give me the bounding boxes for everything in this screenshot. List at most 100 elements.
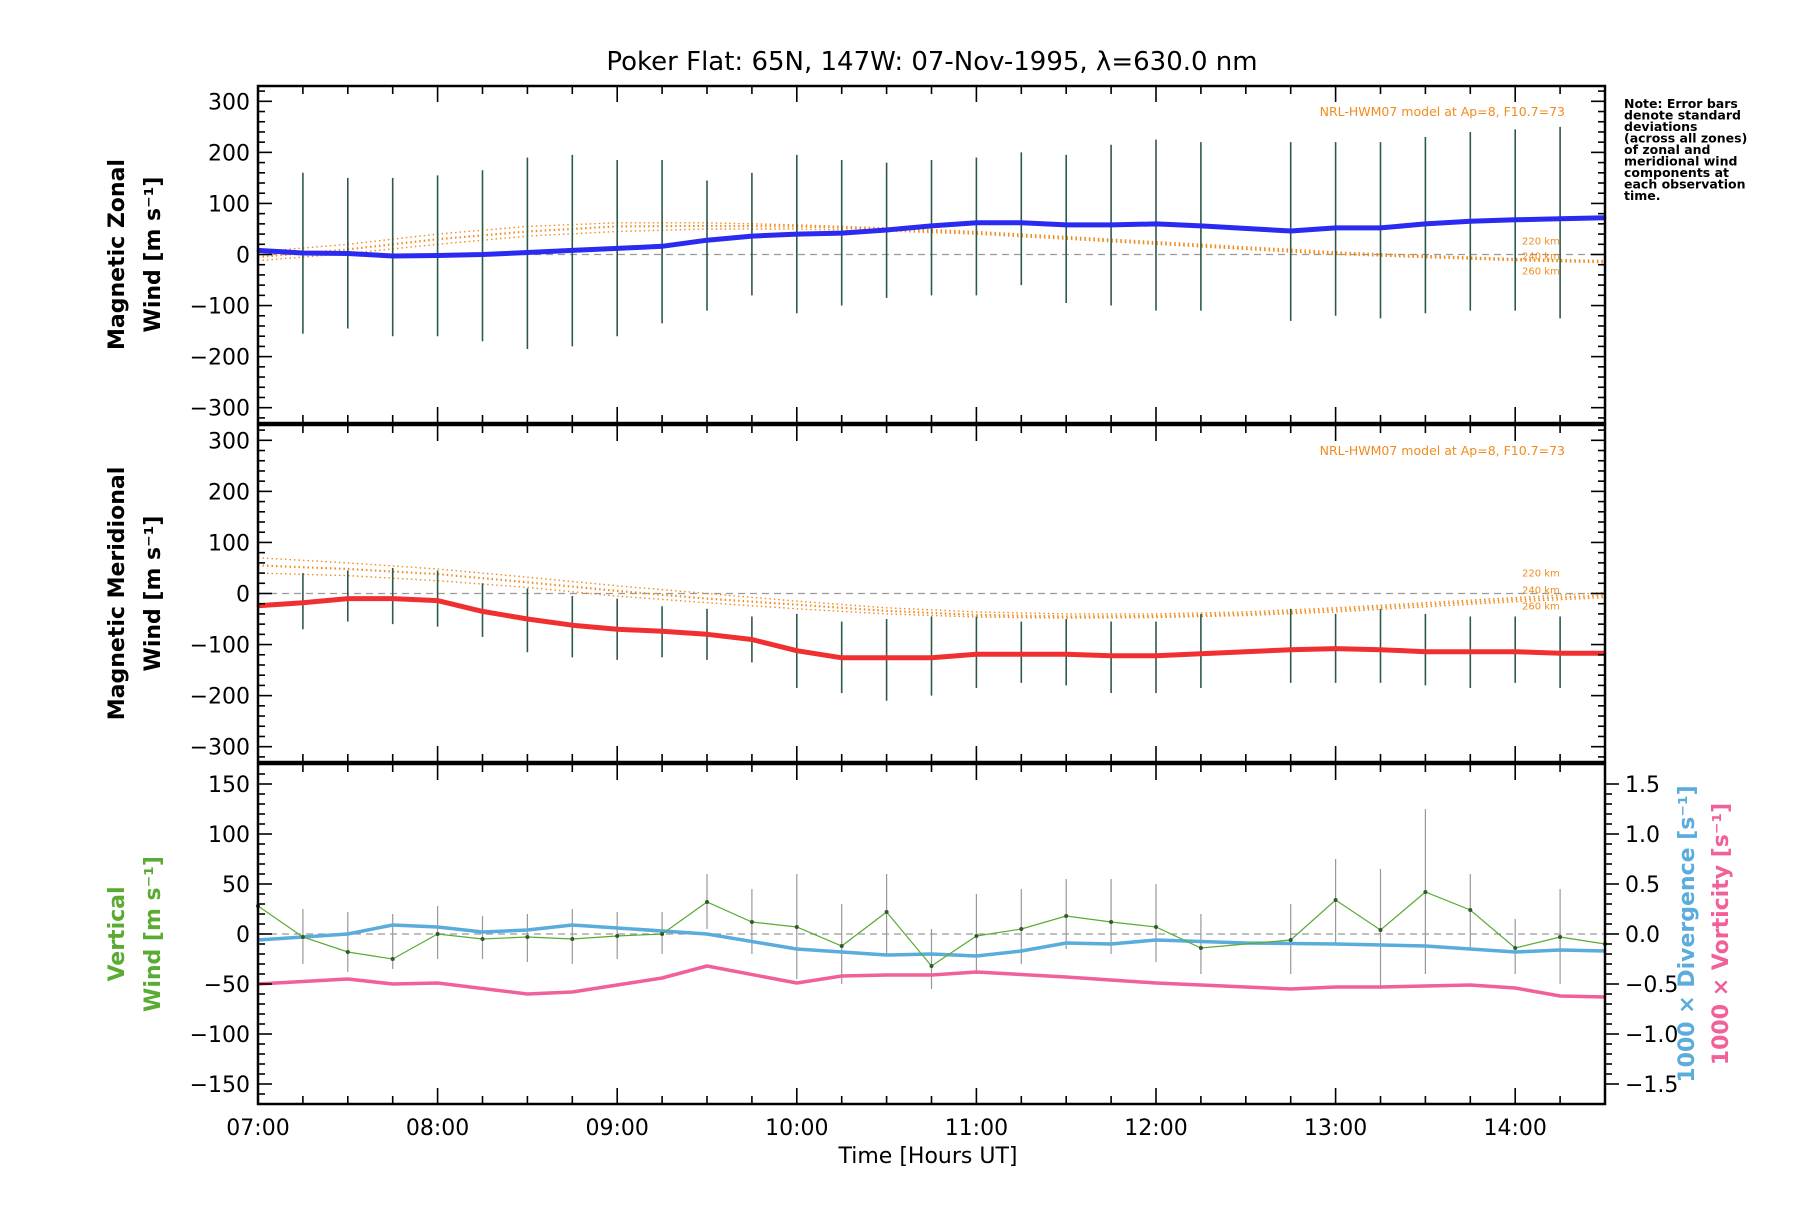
divergence-axis-label: 1000 × Divergence [s⁻¹] [1675,785,1700,1082]
vertical-wind-point [1154,925,1158,929]
altitude-label: 260 km [1522,267,1560,278]
meridional-point [570,623,574,627]
vertical-wind-point [300,935,305,939]
vorticity-axis-label: 1000 × Vorticity [s⁻¹] [1709,803,1734,1065]
meridional-point [391,597,395,601]
y-tick-label: −300 [190,397,250,422]
meridional-point [301,601,305,605]
zonal-point [1423,222,1427,226]
divergence-line [257,923,1606,958]
y-tick-label: −100 [190,634,250,659]
y-tick-label: −200 [190,685,250,710]
x-tick-label: 11:00 [945,1116,1008,1141]
zonal-point [930,224,933,228]
vertical-wind-point [1198,946,1203,950]
meridional-point [1558,651,1562,655]
meridional-point [346,597,350,601]
model-curve [257,572,1606,619]
x-tick-label: 10:00 [765,1116,828,1141]
zonal-point [750,234,754,238]
zonal-point [660,244,664,248]
meridional-wind-line [257,596,1605,661]
vertical-axis-label-line1: Vertical [105,886,130,981]
note-line: (across all zones) [1624,131,1747,146]
zonal-point [436,254,440,258]
y-tick-label: 100 [208,823,250,848]
y-tick-label: −100 [190,295,250,320]
y-tick-label: 100 [208,192,250,217]
altitude-label: 240 km [1522,586,1560,597]
zonal-point [1468,219,1472,223]
zonal-point [346,251,350,255]
zonal-point [1199,224,1203,228]
y-tick-label: −300 [190,736,250,761]
vertical-wind-point [1423,890,1428,894]
x-axis-label: Time [Hours UT] [838,1144,1018,1169]
vertical-wind-point [839,944,844,948]
y-tick-label: −50 [204,973,250,998]
meridional-point [525,617,529,621]
vertical-wind-point [1109,920,1114,924]
zonal-point [1289,229,1293,233]
zonal-point [1558,217,1562,221]
vertical-wind-point [570,937,575,941]
y-tick-label: 100 [208,531,250,556]
vertical-wind-point [1333,898,1338,902]
x-tick-label: 08:00 [406,1116,469,1141]
y-tick-label: 50 [222,873,250,898]
zonal-point [974,221,978,225]
vertical-wind-point [480,937,485,941]
zonal-point [1334,226,1338,230]
meridional-axis-label-line1: Magnetic Meridional [105,467,130,720]
meridional-point [750,637,754,641]
meridional-point [1468,650,1472,654]
meridional-point [1109,654,1113,658]
vertical-wind-point [884,910,889,914]
meridional-point [840,656,844,660]
meridional-point [1423,650,1427,654]
x-tick-label: 07:00 [226,1116,289,1141]
meridional-point [1334,647,1338,651]
vertical-wind-point [974,934,979,938]
right-tick-label: 1.5 [1625,773,1660,798]
x-tick-label: 09:00 [585,1116,648,1141]
right-tick-label: −1.0 [1625,1023,1678,1048]
zonal-point [1379,226,1382,230]
vertical-wind-point [1064,914,1069,918]
zonal-point [391,254,395,258]
vertical-wind-point [435,932,440,936]
y-tick-label: 0 [236,923,250,948]
altitude-label: 220 km [1522,237,1560,248]
vertical-wind-point [1468,908,1473,912]
vertical-wind-point [1513,946,1518,950]
note-line: each observation [1624,177,1746,192]
note-line: deviations [1624,119,1697,134]
panel-frame [256,423,1607,764]
vertical-wind-point [794,925,799,929]
zonal-point [1019,221,1023,225]
y-tick-label: 0 [236,244,250,269]
meridional-point [1064,652,1068,656]
zonal-point [795,232,799,236]
model-label: NRL-HWM07 model at Ap=8, F10.7=73 [1320,104,1565,119]
right-tick-label: −0.5 [1625,973,1678,998]
zonal-point [615,246,619,250]
vertical-axis-label-line2: Wind [m s⁻¹] [141,856,166,1012]
x-tick-label: 13:00 [1304,1116,1367,1141]
zonal-point [1513,218,1517,222]
zonal-point [885,228,889,232]
meridional-point [481,609,484,613]
meridional-point [615,627,619,631]
zonal-point [705,238,709,242]
note-line: time. [1624,188,1661,203]
vertical-wind-point [1019,927,1024,931]
meridional-point [1199,652,1203,656]
note-line: of zonal and [1624,142,1711,157]
vertical-wind-point [345,950,350,954]
y-tick-label: 200 [208,141,250,166]
vorticity-line [257,964,1606,999]
panel-frame [256,762,1607,1106]
